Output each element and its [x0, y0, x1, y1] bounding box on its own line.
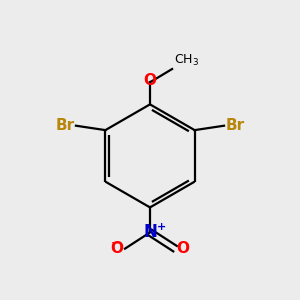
- Text: N: N: [143, 224, 157, 242]
- Text: CH$_3$: CH$_3$: [174, 52, 199, 68]
- Text: +: +: [157, 222, 166, 232]
- Text: −: −: [111, 237, 122, 250]
- Text: Br: Br: [55, 118, 74, 133]
- Text: O: O: [110, 241, 124, 256]
- Text: O: O: [143, 73, 157, 88]
- Text: Br: Br: [226, 118, 245, 133]
- Text: O: O: [176, 241, 190, 256]
